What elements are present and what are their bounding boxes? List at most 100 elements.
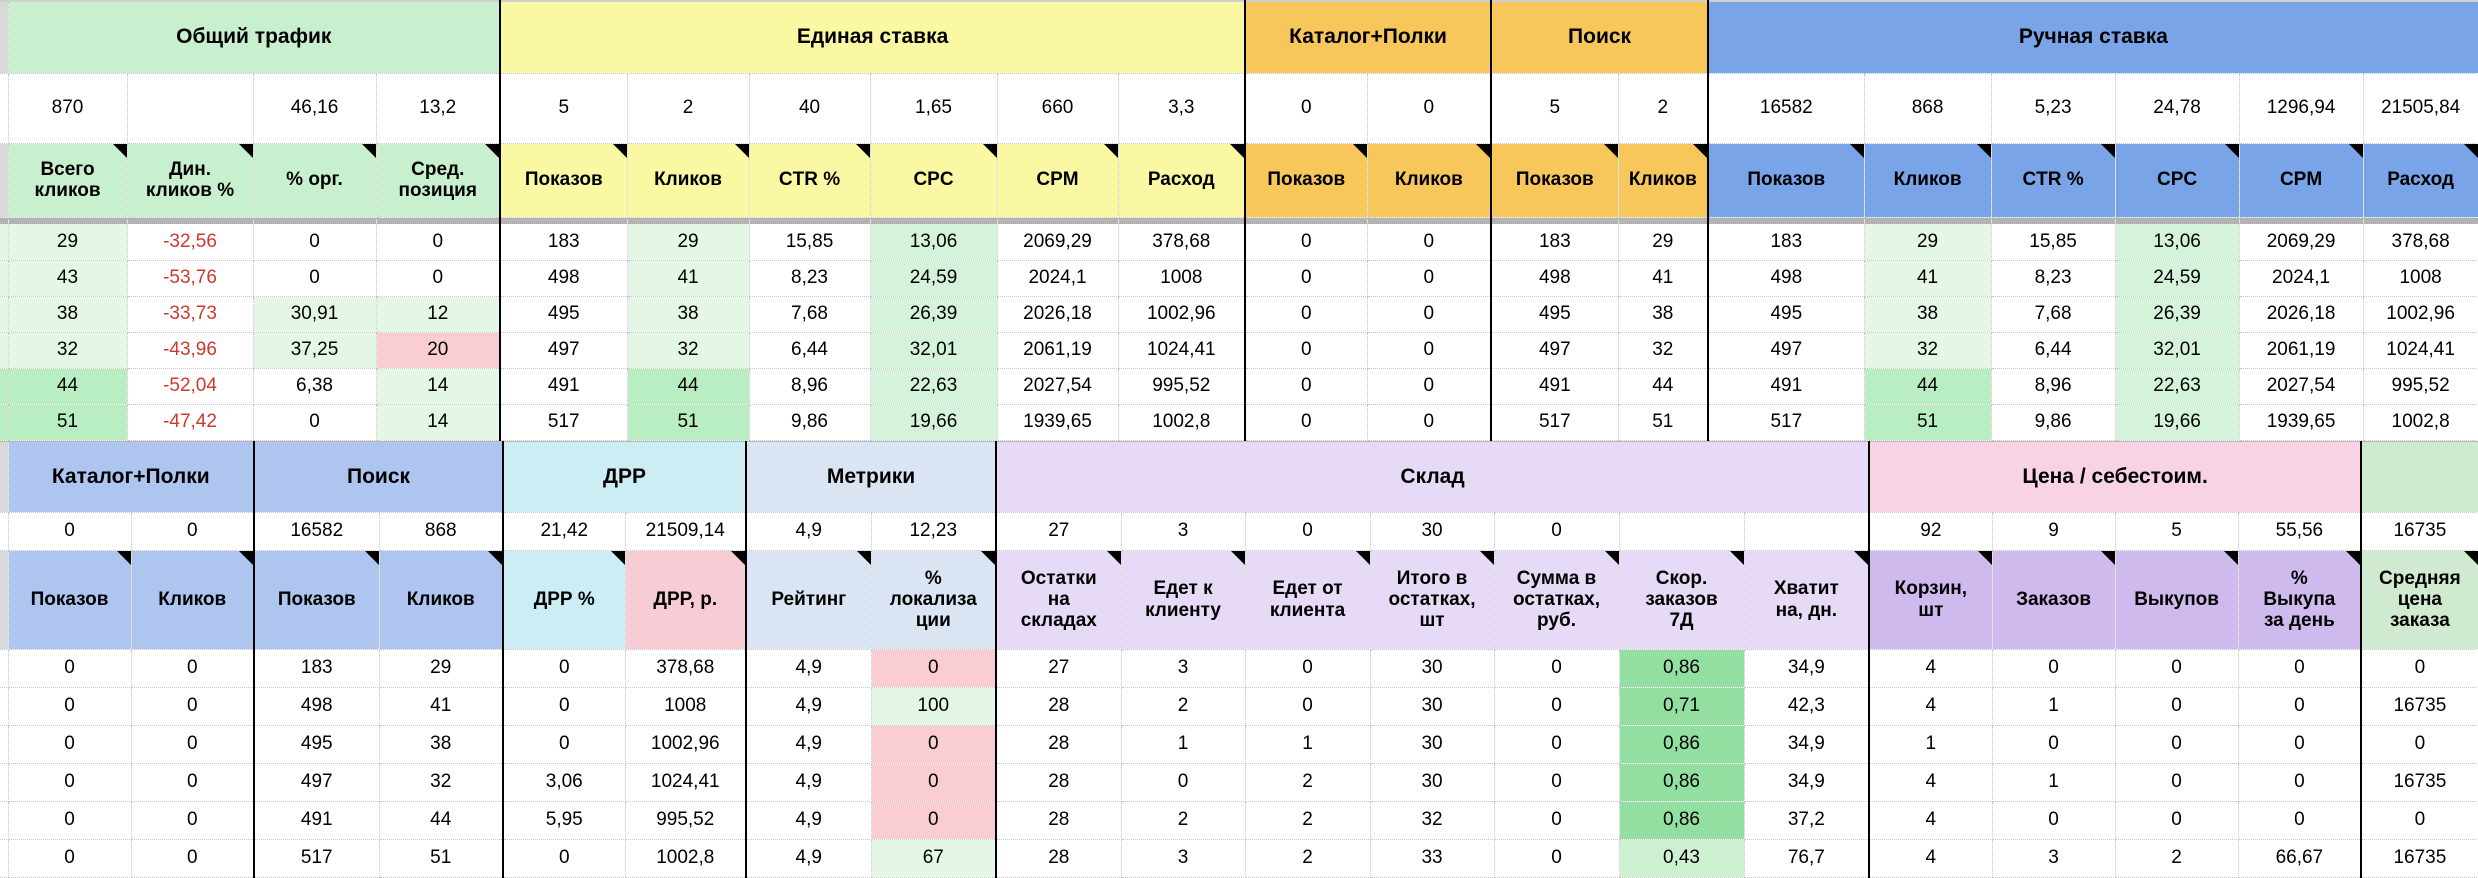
data-cell[interactable]: 2069,29 bbox=[2239, 224, 2364, 261]
data-cell[interactable]: 8,96 bbox=[1991, 368, 2116, 405]
data-cell[interactable]: 0 bbox=[2115, 649, 2239, 688]
data-cell[interactable]: 51 bbox=[8, 404, 128, 441]
data-cell[interactable]: 13,06 bbox=[2115, 224, 2240, 261]
data-cell[interactable]: 0 bbox=[131, 839, 255, 878]
summary-cell[interactable]: 1296,94 bbox=[2239, 73, 2364, 144]
column-header[interactable]: Корзин, шт bbox=[1869, 550, 1993, 650]
data-cell[interactable]: 378,68 bbox=[1118, 224, 1247, 261]
data-cell[interactable]: 0 bbox=[503, 649, 626, 688]
data-cell[interactable]: 1008 bbox=[2363, 260, 2478, 297]
data-cell[interactable]: 495 bbox=[1708, 296, 1865, 333]
data-cell[interactable]: 1002,96 bbox=[625, 725, 748, 764]
data-cell[interactable]: 0 bbox=[871, 763, 998, 802]
data-cell[interactable]: 4 bbox=[1869, 649, 1993, 688]
data-cell[interactable]: 2026,18 bbox=[997, 296, 1119, 333]
data-cell[interactable]: 30 bbox=[1370, 687, 1495, 726]
data-cell[interactable]: 42,3 bbox=[1744, 687, 1871, 726]
data-cell[interactable]: 9,86 bbox=[1991, 404, 2116, 441]
data-cell[interactable]: 3 bbox=[1121, 839, 1246, 878]
data-cell[interactable]: 4 bbox=[1869, 839, 1993, 878]
data-cell[interactable]: 0 bbox=[2361, 649, 2478, 688]
column-header[interactable]: CPC bbox=[870, 143, 998, 218]
data-cell[interactable]: 4,9 bbox=[746, 801, 872, 840]
summary-cell[interactable]: 16582 bbox=[1708, 73, 1865, 144]
data-cell[interactable]: 22,63 bbox=[870, 368, 998, 405]
data-cell[interactable]: 34,9 bbox=[1744, 763, 1871, 802]
data-cell[interactable]: 0 bbox=[1245, 649, 1371, 688]
data-cell[interactable]: 0 bbox=[8, 725, 132, 764]
data-cell[interactable]: 41 bbox=[379, 687, 504, 726]
data-cell[interactable]: 32 bbox=[1864, 332, 1992, 369]
data-cell[interactable]: 1008 bbox=[625, 687, 748, 726]
summary-cell[interactable]: 21,42 bbox=[503, 512, 626, 551]
column-header[interactable]: Остатки на складах bbox=[996, 550, 1122, 650]
data-cell[interactable]: 2024,1 bbox=[2239, 260, 2364, 297]
group-header[interactable]: Ручная ставка bbox=[1708, 1, 2478, 74]
data-cell[interactable]: 9,86 bbox=[749, 404, 871, 441]
data-cell[interactable]: 1002,96 bbox=[2363, 296, 2478, 333]
data-cell[interactable]: 1002,8 bbox=[2363, 404, 2478, 441]
column-header[interactable]: CTR % bbox=[1991, 143, 2116, 218]
data-cell[interactable]: 0 bbox=[1992, 725, 2116, 764]
data-cell[interactable]: 497 bbox=[1708, 332, 1865, 369]
data-cell[interactable]: 0,43 bbox=[1619, 839, 1745, 878]
data-cell[interactable]: 0 bbox=[871, 649, 998, 688]
group-header[interactable]: Каталог+Полки bbox=[8, 441, 255, 513]
data-cell[interactable]: 1024,41 bbox=[625, 763, 748, 802]
data-cell[interactable]: 32,01 bbox=[2115, 332, 2240, 369]
data-cell[interactable]: 0,86 bbox=[1619, 763, 1745, 802]
column-header[interactable]: Сумма в остатках, руб. bbox=[1494, 550, 1620, 650]
data-cell[interactable]: 995,52 bbox=[2363, 368, 2478, 405]
summary-cell[interactable] bbox=[1619, 512, 1745, 551]
data-cell[interactable]: 3 bbox=[1992, 839, 2116, 878]
data-cell[interactable]: 378,68 bbox=[2363, 224, 2478, 261]
data-cell[interactable]: 7,68 bbox=[1991, 296, 2116, 333]
data-cell[interactable]: 28 bbox=[996, 725, 1122, 764]
column-header[interactable]: Всего кликов bbox=[8, 143, 128, 218]
data-cell[interactable]: 37,2 bbox=[1744, 801, 1871, 840]
data-cell[interactable]: 4,9 bbox=[746, 687, 872, 726]
group-header[interactable]: Каталог+Полки bbox=[1245, 1, 1493, 74]
summary-cell[interactable]: 5 bbox=[2115, 512, 2239, 551]
group-header[interactable]: Поиск bbox=[254, 441, 504, 513]
data-cell[interactable]: -52,04 bbox=[127, 368, 254, 405]
data-cell[interactable]: 41 bbox=[1864, 260, 1992, 297]
summary-cell[interactable]: 0 bbox=[8, 512, 132, 551]
data-cell[interactable]: 2 bbox=[1121, 801, 1246, 840]
data-cell[interactable]: 0 bbox=[2115, 725, 2239, 764]
data-cell[interactable]: 517 bbox=[500, 404, 628, 441]
data-cell[interactable]: 28 bbox=[996, 801, 1122, 840]
summary-cell[interactable]: 40 bbox=[749, 73, 871, 144]
data-cell[interactable]: 6,44 bbox=[1991, 332, 2116, 369]
data-cell[interactable]: 4,9 bbox=[746, 763, 872, 802]
data-cell[interactable]: 495 bbox=[1491, 296, 1619, 333]
summary-cell[interactable]: 16735 bbox=[2361, 512, 2478, 551]
column-header[interactable]: Едет от клиента bbox=[1245, 550, 1371, 650]
data-cell[interactable]: 1002,8 bbox=[625, 839, 748, 878]
data-cell[interactable]: 0 bbox=[1245, 404, 1368, 441]
data-cell[interactable]: 0 bbox=[2115, 801, 2239, 840]
column-header[interactable]: Кликов bbox=[379, 550, 504, 650]
data-cell[interactable]: 0 bbox=[8, 763, 132, 802]
data-cell[interactable]: 0 bbox=[1245, 296, 1368, 333]
data-cell[interactable]: 38 bbox=[379, 725, 504, 764]
data-cell[interactable]: 0 bbox=[871, 725, 998, 764]
column-header[interactable]: Хватит на, дн. bbox=[1744, 550, 1871, 650]
data-cell[interactable]: 8,23 bbox=[1991, 260, 2116, 297]
data-cell[interactable]: 497 bbox=[1491, 332, 1619, 369]
data-cell[interactable]: 2026,18 bbox=[2239, 296, 2364, 333]
data-cell[interactable]: 51 bbox=[379, 839, 504, 878]
data-cell[interactable]: 0 bbox=[2115, 763, 2239, 802]
summary-cell[interactable]: 3,3 bbox=[1118, 73, 1247, 144]
data-cell[interactable]: 517 bbox=[1708, 404, 1865, 441]
data-cell[interactable]: 0 bbox=[2115, 687, 2239, 726]
data-cell[interactable]: 995,52 bbox=[1118, 368, 1247, 405]
data-cell[interactable]: 995,52 bbox=[625, 801, 748, 840]
data-cell[interactable]: 100 bbox=[871, 687, 998, 726]
data-cell[interactable]: 0 bbox=[503, 687, 626, 726]
data-cell[interactable]: -33,73 bbox=[127, 296, 254, 333]
column-header[interactable]: Сред. позиция bbox=[376, 143, 502, 218]
data-cell[interactable]: 27 bbox=[996, 649, 1122, 688]
data-cell[interactable]: 0,86 bbox=[1619, 801, 1745, 840]
summary-cell[interactable]: 2 bbox=[627, 73, 750, 144]
